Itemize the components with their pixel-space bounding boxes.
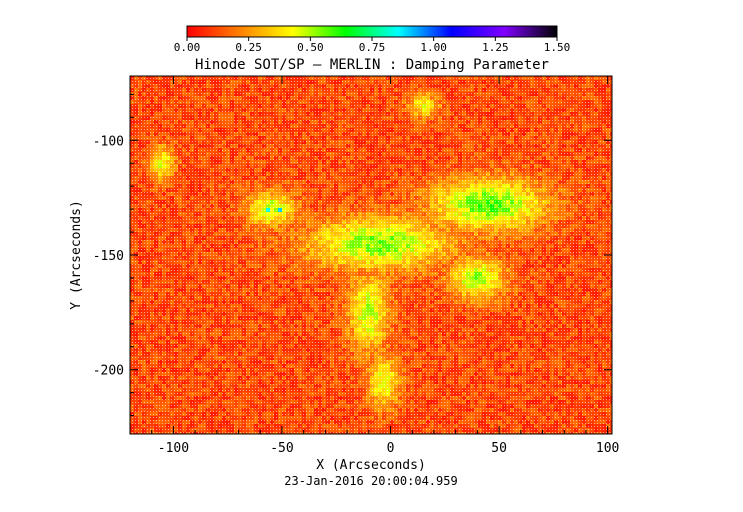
colorbar-ticks: 0.00 0.25 0.50 0.75 1.00 1.25 1.50 xyxy=(174,37,571,54)
chart-title: Hinode SOT/SP – MERLIN : Damping Paramet… xyxy=(195,57,549,73)
colorbar-tick-label: 0.25 xyxy=(235,41,262,54)
colorbar-tick-label: 0.75 xyxy=(359,41,386,54)
colorbar xyxy=(186,25,558,38)
colorbar-tick-label: 1.00 xyxy=(420,41,447,54)
colorbar-tick-label: 1.50 xyxy=(544,41,571,54)
colorbar-tick-label: 0.50 xyxy=(297,41,324,54)
colorbar-tick-label: 1.25 xyxy=(482,41,509,54)
plot-area xyxy=(130,76,612,434)
colorbar-tick-label: 0.00 xyxy=(174,41,201,54)
